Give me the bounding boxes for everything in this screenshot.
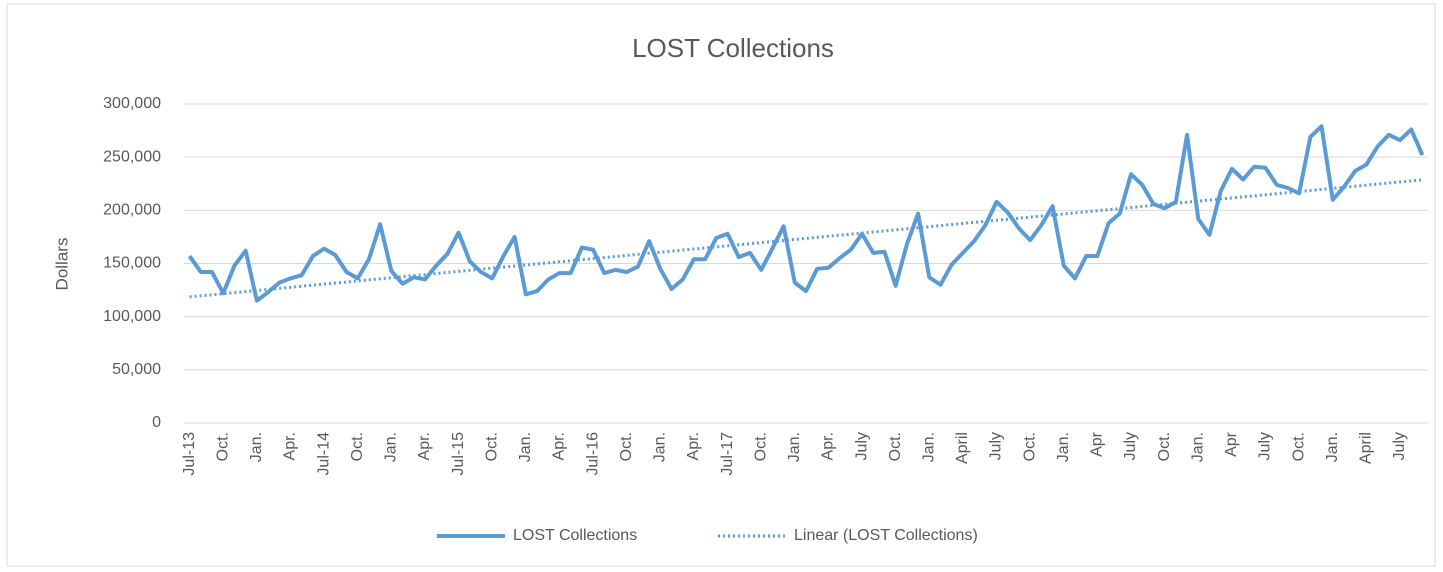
x-tick-label: Jan. (248, 432, 265, 462)
x-tick-label: Jan. (1055, 432, 1072, 462)
x-tick-label: July (1391, 432, 1408, 460)
x-tick-label: Oct. (752, 432, 769, 461)
x-tick-label: July (1122, 432, 1139, 460)
x-tick-label: Apr (1089, 431, 1106, 457)
x-tick-label: Apr. (282, 432, 299, 460)
y-tick-label: 50,000 (112, 361, 161, 378)
x-tick-label: Apr. (820, 432, 837, 460)
x-tick-label: Jul-15 (450, 432, 467, 476)
x-tick-label: Oct. (1156, 432, 1173, 461)
y-axis-label: Dollars (52, 238, 71, 291)
y-tick-label: 250,000 (103, 148, 161, 165)
x-tick-label: Apr (1223, 431, 1240, 457)
chart-title: LOST Collections (632, 33, 834, 63)
legend-label: Linear (LOST Collections) (794, 527, 978, 544)
x-tick-label: Jul-16 (584, 432, 601, 476)
chart-border (6, 3, 1436, 567)
legend-label: LOST Collections (513, 527, 637, 544)
x-tick-label: Apr. (685, 432, 702, 460)
x-tick-label: April (1358, 432, 1375, 464)
x-tick-label: Apr. (416, 432, 433, 460)
x-tick-label: Oct. (1021, 432, 1038, 461)
x-tick-label: July (988, 432, 1005, 460)
x-tick-label: Jul-13 (181, 432, 198, 476)
x-tick-label: Jan. (920, 432, 937, 462)
y-tick-label: 150,000 (103, 255, 161, 272)
x-tick-label: Jan. (786, 432, 803, 462)
x-tick-label: Jul-14 (315, 432, 332, 476)
x-tick-label: Jan. (383, 432, 400, 462)
x-tick-label: Oct. (214, 432, 231, 461)
y-tick-label: 200,000 (103, 202, 161, 219)
trend-line (189, 178, 1423, 299)
x-tick-label: Jan. (517, 432, 534, 462)
x-tick-label: July (853, 432, 870, 460)
x-tick-label: Jan. (652, 432, 669, 462)
x-tick-label: Oct. (618, 432, 635, 461)
x-tick-label: Oct. (483, 432, 500, 461)
data-line (187, 124, 1425, 303)
x-tick-label: Jul-17 (719, 432, 736, 476)
x-tick-label: July (1257, 432, 1274, 460)
y-tick-label: 100,000 (103, 308, 161, 325)
x-tick-label: Jan. (1189, 432, 1206, 462)
y-tick-label: 0 (152, 414, 161, 431)
x-tick-label: Jan. (1324, 432, 1341, 462)
x-tick-label: Oct. (349, 432, 366, 461)
x-tick-label: Oct. (1290, 432, 1307, 461)
x-tick-label: Apr. (551, 432, 568, 460)
x-tick-label: Oct. (887, 432, 904, 461)
y-tick-label: 300,000 (103, 95, 161, 112)
x-tick-label: April (954, 432, 971, 464)
